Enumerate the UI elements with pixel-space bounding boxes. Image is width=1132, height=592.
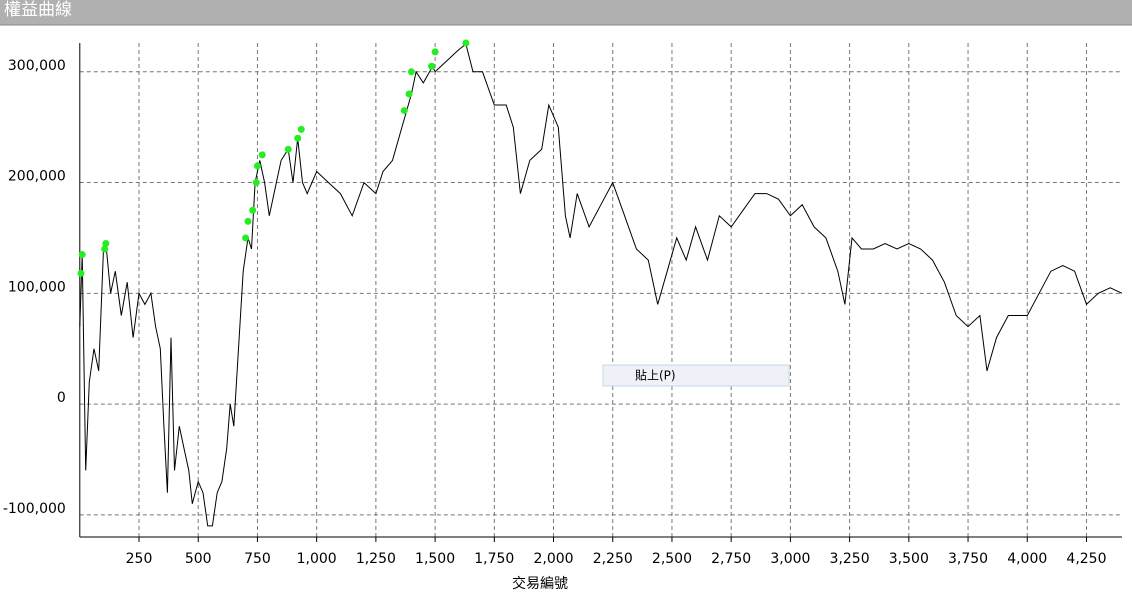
new-high-marker (258, 151, 266, 159)
x-axis-label: 交易編號 (512, 575, 568, 592)
y-tick-label: 100,000 (8, 279, 66, 295)
new-high-marker (297, 125, 305, 133)
new-high-marker (242, 234, 250, 242)
plot: -100,000 0 100,000 200,000 300,000 250 500 750 1… (3, 39, 1123, 567)
new-high-marker (294, 134, 302, 142)
new-high-marker (400, 107, 408, 115)
new-high-marker (284, 145, 292, 153)
x-tick-label: 2,500 (652, 551, 692, 567)
x-tick-label: 3,500 (889, 551, 929, 567)
y-tick-label: 0 (57, 390, 66, 406)
y-tick-label: -100,000 (3, 501, 66, 517)
x-tick-label: 1,000 (297, 551, 337, 567)
new-high-marker (253, 162, 261, 170)
x-tick-label: 4,000 (1007, 551, 1047, 567)
new-high-marker (407, 68, 415, 76)
x-tick-label: 4,250 (1066, 551, 1106, 567)
title-bar (0, 0, 1132, 25)
context-menu-item[interactable]: 貼上(P) (635, 368, 676, 383)
x-tick-label: 750 (244, 551, 271, 567)
chart-title: 權益曲線 (4, 0, 72, 20)
new-high-marker (431, 48, 439, 56)
x-tick-label: 250 (126, 551, 153, 567)
x-tick-label: 3,750 (948, 551, 988, 567)
x-tick-label: 2,750 (711, 551, 751, 567)
x-tick-label: 3,000 (770, 551, 810, 567)
new-high-marker (462, 39, 470, 47)
new-high-marker (101, 245, 109, 253)
x-tick-label: 1,500 (415, 551, 455, 567)
context-menu[interactable] (602, 364, 790, 387)
equity-line (79, 43, 1123, 527)
x-tick-label: 1,250 (356, 551, 396, 567)
y-tick-label: 200,000 (8, 169, 66, 185)
y-tick-label: 300,000 (8, 58, 66, 74)
new-high-marker (102, 239, 110, 247)
x-tick-label: 500 (185, 551, 212, 567)
new-high-marker (244, 217, 252, 225)
new-high-marker (77, 269, 85, 277)
new-high-marker (249, 206, 257, 214)
new-high-marker (405, 90, 413, 98)
new-high-marker (78, 251, 86, 259)
new-high-marker (252, 179, 260, 187)
x-tick-label: 2,250 (593, 551, 633, 567)
x-tick-label: 1,750 (474, 551, 514, 567)
x-tick-label: 3,250 (830, 551, 870, 567)
x-tick-label: 2,000 (533, 551, 573, 567)
new-high-marker (428, 62, 436, 70)
